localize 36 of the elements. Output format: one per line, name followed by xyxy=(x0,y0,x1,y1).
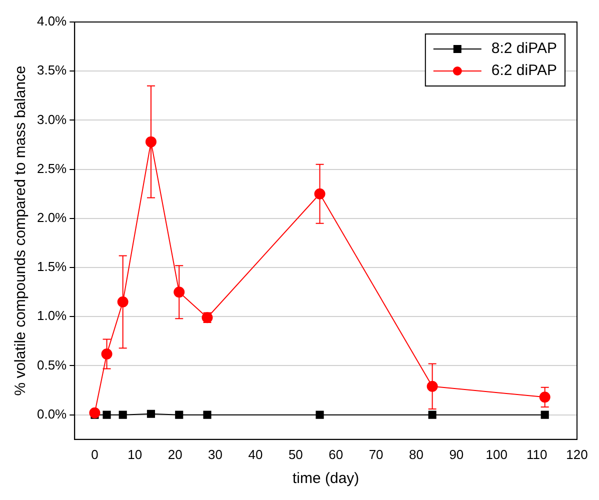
x-tick-label: 110 xyxy=(526,446,548,462)
point xyxy=(175,410,184,419)
point xyxy=(89,407,100,418)
x-axis-title: time (day) xyxy=(292,470,360,488)
legend-label: 8:2 diPAP xyxy=(491,40,558,58)
point xyxy=(146,410,156,418)
legend-label: 6:2 diPAP xyxy=(491,62,558,80)
x-tick-label: 30 xyxy=(208,446,223,462)
x-tick-label: 80 xyxy=(409,446,424,462)
point xyxy=(118,410,127,419)
x-tick-label: 40 xyxy=(248,446,263,462)
y-tick-label: 2.5% xyxy=(36,160,68,176)
x-tick-label: 70 xyxy=(368,446,384,462)
point xyxy=(428,410,436,419)
point xyxy=(539,392,550,403)
y-tick-label: 0.5% xyxy=(36,357,68,372)
x-tick-label: 90 xyxy=(449,446,464,462)
y-tick-label: 1.0% xyxy=(36,308,68,324)
y-tick-label: 3.0% xyxy=(36,112,68,127)
y-tick-label: 0.0% xyxy=(36,406,68,422)
point xyxy=(316,410,324,419)
x-tick-label: 20 xyxy=(168,446,182,462)
x-tick-label: 10 xyxy=(128,446,142,462)
point xyxy=(102,410,111,419)
x-tick-label: 50 xyxy=(288,446,303,462)
y-tick-label: 3.5% xyxy=(36,62,68,78)
y-axis-title: % volatile compounds compared to mass balance xyxy=(12,66,30,396)
x-tick-label: 100 xyxy=(486,446,508,462)
point xyxy=(540,410,549,419)
y-tick-label: 2.0% xyxy=(36,210,68,225)
point xyxy=(203,410,212,419)
y-tick-label: 4.0% xyxy=(36,14,68,29)
x-tick-label: 60 xyxy=(328,446,344,462)
x-tick-label: 120 xyxy=(566,446,588,462)
y-tick-label: 1.5% xyxy=(36,259,68,274)
x-tick-label: 0 xyxy=(91,446,98,462)
